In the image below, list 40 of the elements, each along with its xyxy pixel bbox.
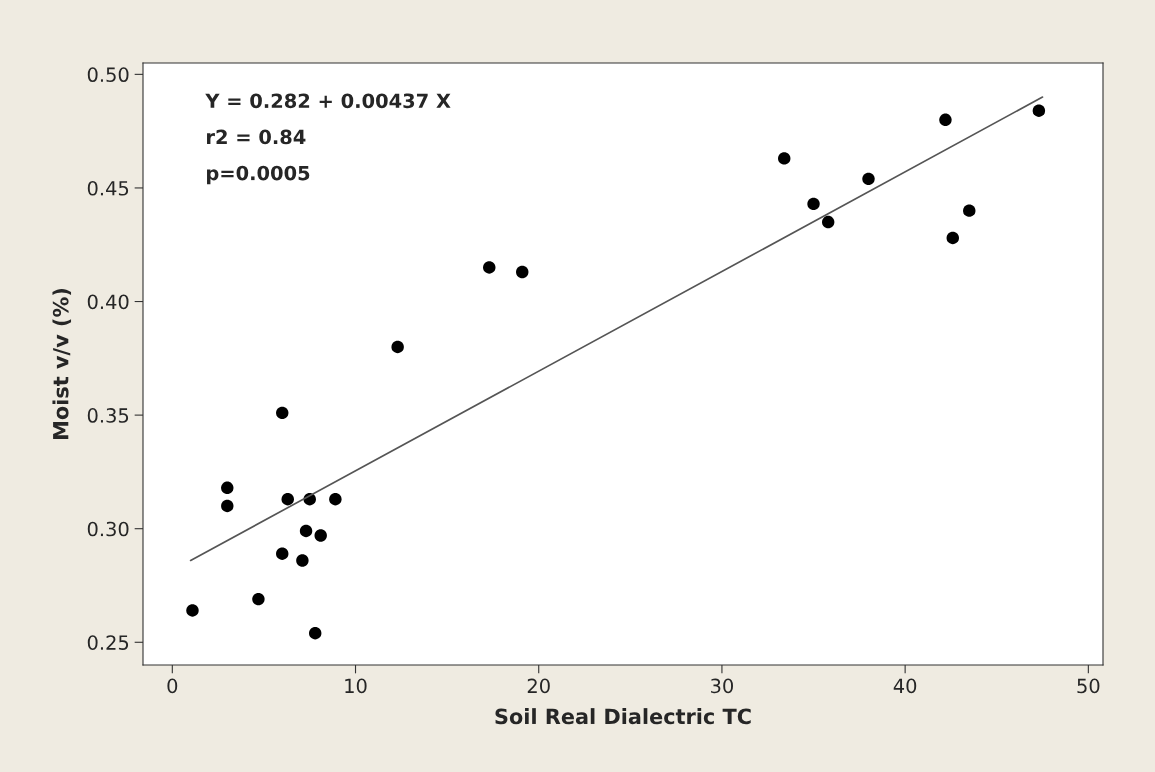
x-tick-label: 50 — [1077, 678, 1100, 694]
y-tick-label: 0.30 — [87, 521, 129, 537]
x-axis-title: Soil Real Dialectric TC — [495, 708, 751, 725]
point — [778, 152, 791, 165]
point — [281, 492, 294, 506]
x-tick-label: 40 — [893, 678, 917, 694]
point — [296, 554, 309, 567]
point — [821, 215, 835, 229]
x-tick-label: 30 — [711, 678, 734, 694]
y-tick-label: 0.45 — [87, 180, 129, 196]
point — [862, 172, 875, 186]
point — [1032, 104, 1046, 117]
annotation: p=0.0005 — [207, 165, 310, 185]
point — [963, 204, 976, 217]
point — [276, 547, 289, 560]
point — [483, 261, 496, 274]
x-tick-label: 20 — [527, 678, 550, 694]
point — [221, 481, 234, 495]
point — [807, 197, 820, 211]
y-tick-label: 0.40 — [87, 294, 129, 310]
y-axis-title: Moist v/v (%) — [52, 288, 72, 439]
x-tick-label: 0 — [167, 678, 178, 694]
y-tick-label: 0.25 — [87, 635, 129, 650]
point — [939, 113, 952, 126]
point — [391, 340, 404, 354]
point — [276, 406, 289, 420]
annotation: Y = 0.282 + 0.00437 X — [205, 93, 451, 109]
point — [329, 492, 342, 506]
point — [252, 592, 265, 606]
y-tick-label: 0.35 — [87, 408, 129, 423]
point — [186, 604, 199, 617]
point — [309, 626, 322, 640]
x-tick-label: 10 — [345, 678, 367, 694]
point — [946, 231, 959, 245]
y-tick-label: 0.50 — [87, 67, 129, 83]
point — [221, 499, 234, 513]
annotation: r2 = 0.84 — [207, 129, 306, 145]
point — [299, 524, 313, 538]
point — [516, 265, 529, 279]
point — [314, 529, 327, 542]
